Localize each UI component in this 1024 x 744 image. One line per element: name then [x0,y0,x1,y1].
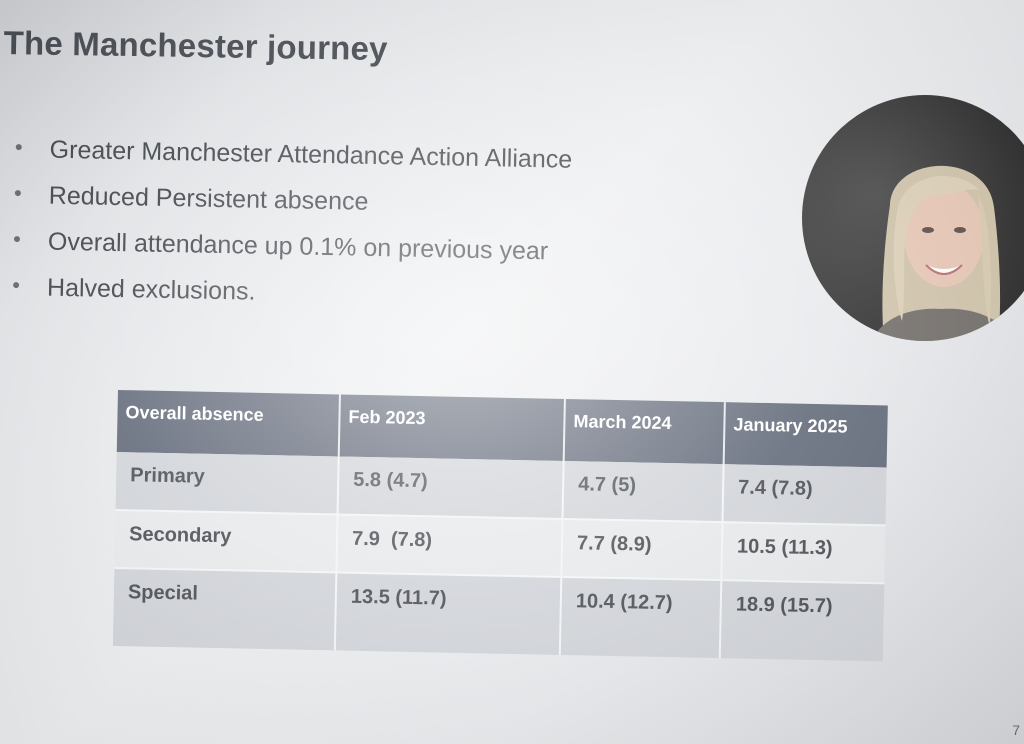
bullet-dot-icon [15,144,22,151]
bullet-text: Reduced Persistent absence [48,181,369,216]
column-header: Overall absence [116,390,340,457]
presenter-webcam [802,95,1024,341]
column-header: January 2025 [723,402,888,468]
row-label: Secondary [114,509,338,573]
absence-table: Overall absence Feb 2023 March 2024 Janu… [112,390,888,662]
row-label: Special [112,567,337,651]
column-header: Feb 2023 [338,394,565,461]
table-cell: 7.4 (7.8) [722,464,887,526]
bullet-text: Halved exclusions. [46,273,256,306]
bullet-dot-icon [13,236,21,243]
slide-title: The Manchester journey [3,24,388,68]
row-label: Primary [115,451,339,515]
table-cell: 18.9 (15.7) [719,580,885,662]
bullet-list: Greater Manchester Attendance Action All… [10,134,572,329]
table-cell: 10.5 (11.3) [721,522,886,584]
bullet-dot-icon [13,282,20,289]
column-header: March 2024 [563,398,725,465]
table-cell: 7.9 (7.8) [336,514,563,577]
table-cell: 4.7 (5) [562,460,724,523]
table-cell: 5.8 (4.7) [337,456,564,519]
table-row: Special 13.5 (11.7) 10.4 (12.7) 18.9 (15… [112,567,885,662]
bullet-dot-icon [14,190,21,197]
absence-table-container: Overall absence Feb 2023 March 2024 Janu… [112,390,888,662]
table-cell: 13.5 (11.7) [334,572,562,655]
bullet-text: Greater Manchester Attendance Action All… [49,135,573,174]
presenter-webcam-photo [872,165,1017,341]
table-cell: 7.7 (8.9) [561,518,723,581]
bullet-item: Halved exclusions. [10,272,569,329]
table-cell: 10.4 (12.7) [559,576,722,659]
page-number: 7 [1012,722,1020,738]
